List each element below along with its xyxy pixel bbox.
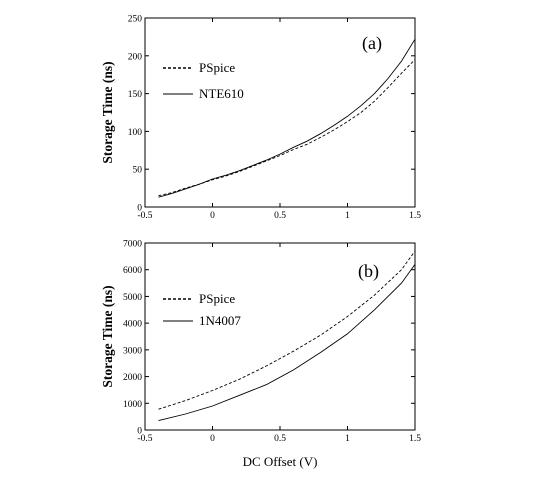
x-tick-label: -0.5: [137, 211, 152, 221]
y-tick-label: 4000: [123, 320, 142, 330]
x-tick-label: 0.5: [274, 434, 286, 444]
y-tick-label: 50: [133, 166, 143, 176]
legend-label-1n4007: 1N4007: [199, 313, 241, 328]
y-tick-label: 1000: [123, 400, 142, 410]
y-tick-label: 0: [137, 427, 142, 437]
series-line-pspice: [158, 59, 416, 197]
y-axis-label: Storage Time (ns): [100, 61, 115, 163]
y-tick-label: 7000: [123, 240, 142, 250]
y-axis-label: Storage Time (ns): [100, 285, 115, 387]
figure-x-axis-label: DC Offset (V): [243, 454, 318, 469]
x-tick-label: 1: [345, 211, 350, 221]
y-tick-label: 100: [128, 128, 143, 138]
y-tick-label: 200: [128, 52, 143, 62]
legend-label-pspice: PSpice: [199, 60, 235, 75]
y-tick-label: 6000: [123, 266, 142, 276]
panel-label: (a): [362, 33, 382, 54]
x-tick-label: 1.5: [409, 434, 421, 444]
series-line-pspice: [158, 250, 416, 410]
y-tick-label: 150: [128, 90, 143, 100]
chart-panel-b: -0.5 0 0.5 1 1.50100020003000400050006000700…: [100, 240, 421, 445]
x-tick-label: 0: [210, 211, 215, 221]
y-tick-label: 0: [137, 204, 142, 214]
x-tick-label: 0: [210, 434, 215, 444]
x-tick-label: 1: [345, 434, 350, 444]
x-tick-label: 1.5: [409, 211, 421, 221]
series-line-nte610: [158, 38, 416, 198]
legend-label-nte610: NTE610: [199, 86, 244, 101]
panel-label: (b): [358, 261, 379, 282]
legend-label-pspice: PSpice: [199, 291, 235, 306]
x-tick-label: 0.5: [274, 211, 286, 221]
y-tick-label: 5000: [123, 293, 142, 303]
y-tick-label: 3000: [123, 346, 142, 356]
series-line-1n4007: [158, 264, 416, 422]
y-tick-label: 2000: [123, 373, 142, 383]
y-tick-label: 250: [128, 15, 143, 25]
x-tick-label: -0.5: [137, 434, 152, 444]
